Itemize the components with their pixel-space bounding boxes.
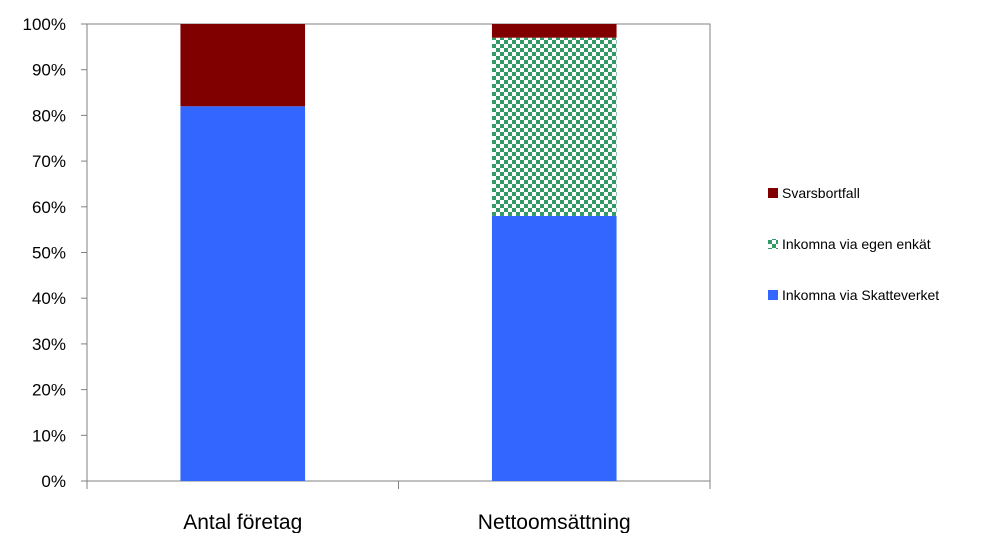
y-tick-label: 90% [32,61,66,80]
y-tick-label: 0% [41,472,66,491]
y-tick-label: 20% [32,381,66,400]
x-category-label: Nettoomsättning [478,511,631,533]
y-tick-label: 40% [32,289,66,308]
legend-label: Svarsbortfall [782,185,860,201]
legend-swatch [768,239,778,249]
y-tick-label: 10% [32,426,66,445]
legend-swatch [768,188,778,198]
y-tick-label: 80% [32,106,66,125]
bars-group [180,24,617,481]
y-tick-label: 60% [32,198,66,217]
y-tick-label: 50% [32,244,66,263]
x-category-label: Antal företag [183,511,302,533]
x-axis: Antal företag Nettoomsättning [86,481,711,533]
y-tick-label: 100% [23,15,66,34]
bar-segment [491,37,617,216]
bar-segment [180,106,306,481]
legend-label: Inkomna via egen enkät [782,236,931,252]
legend: Svarsbortfall Inkomna via egen enkät Inkom… [768,185,939,303]
y-tick-label: 30% [32,335,66,354]
legend-label: Inkomna via Skatteverket [782,287,939,303]
legend-swatch [768,290,778,300]
bar-segment [491,215,617,481]
y-axis: 0% 10% 20% 30% 40% 50% 60% 70% 80% 90% 100% [23,15,87,491]
bar-segment [180,24,306,107]
y-tick-label: 70% [32,152,66,171]
bar-segment [491,24,617,38]
